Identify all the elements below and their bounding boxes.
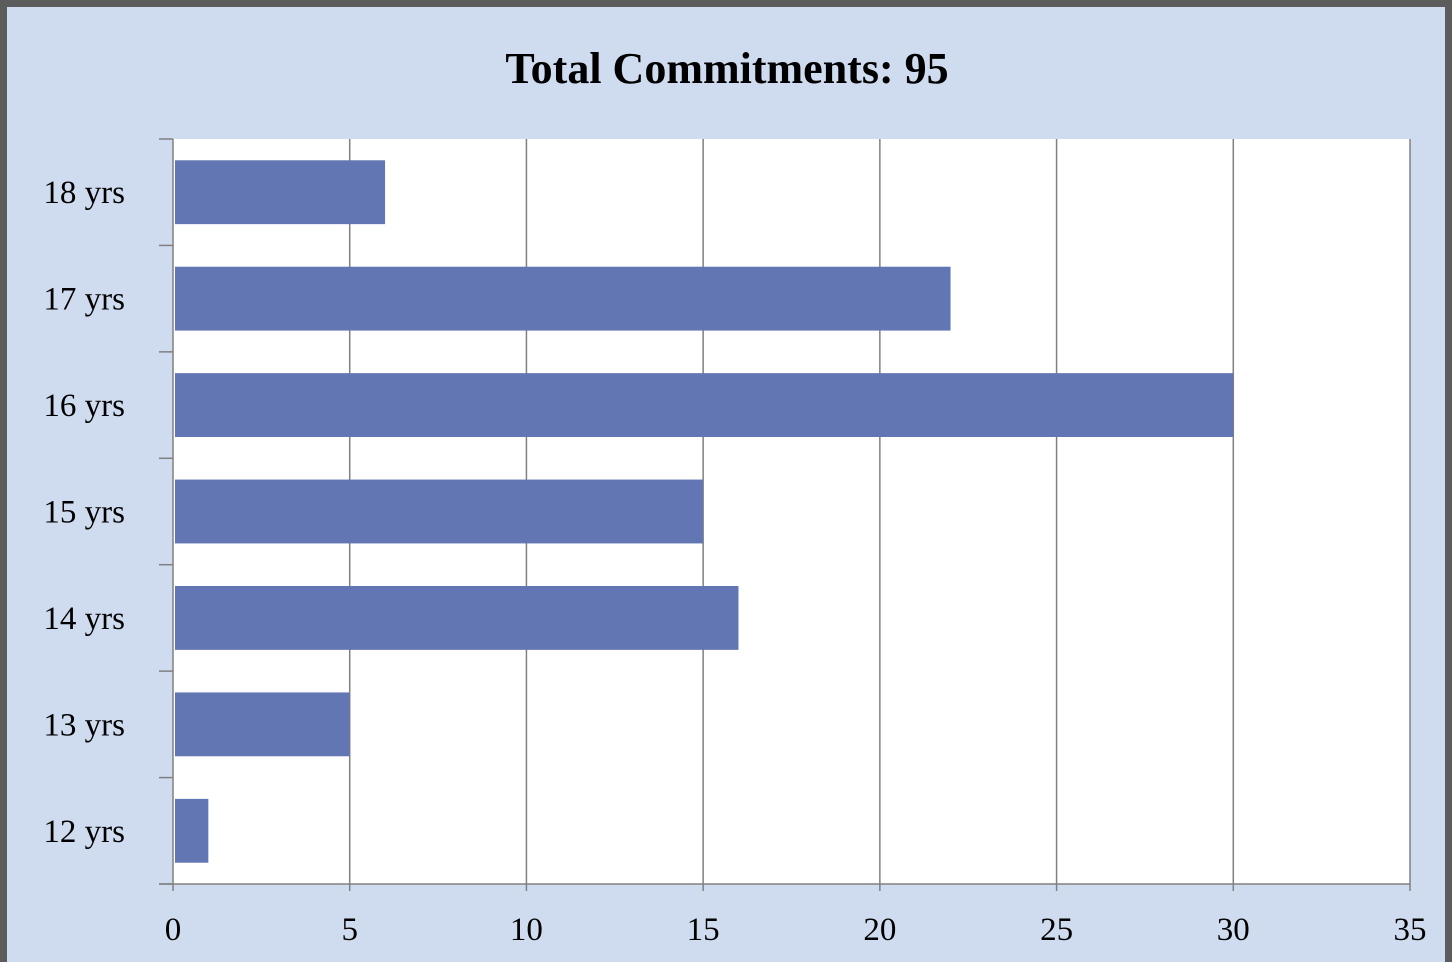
y-tick-label: 14 yrs	[43, 601, 125, 637]
x-tick-label: 10	[510, 912, 543, 948]
bar-18-yrs	[175, 160, 386, 225]
bar-12-yrs	[175, 798, 209, 863]
x-tick-label: 35	[1394, 912, 1427, 948]
x-tick-label: 20	[863, 912, 896, 948]
bar-17-yrs	[175, 266, 951, 331]
y-tick-label: 12 yrs	[43, 814, 125, 850]
bar-15-yrs	[175, 479, 704, 544]
axes	[159, 138, 1411, 891]
y-tick-label: 17 yrs	[43, 282, 125, 318]
tick-labels: 0 5 10 15 20 25 30 35 12 yrs 13 yrs 14 yrs 15 yrs 16…	[43, 175, 1426, 948]
bar-14-yrs	[175, 586, 739, 650]
y-tick-label: 13 yrs	[43, 707, 125, 743]
x-tick-label: 15	[687, 912, 720, 948]
x-tick-label: 0	[165, 912, 182, 948]
bars	[175, 160, 1234, 863]
chart-title: Total Commitments: 95	[505, 44, 948, 93]
x-tick-label: 5	[341, 912, 358, 948]
bar-13-yrs	[175, 692, 350, 757]
y-tick-label: 15 yrs	[43, 495, 125, 531]
bar-chart: Total Commitments: 95 0 5 10 15 20 25 30 35 12 y…	[43, 44, 1426, 948]
x-tick-label: 25	[1040, 912, 1073, 948]
y-tick-label: 16 yrs	[43, 388, 125, 424]
bar-16-yrs	[175, 373, 1234, 437]
y-tick-label: 18 yrs	[43, 175, 125, 211]
x-tick-label: 30	[1217, 912, 1250, 948]
